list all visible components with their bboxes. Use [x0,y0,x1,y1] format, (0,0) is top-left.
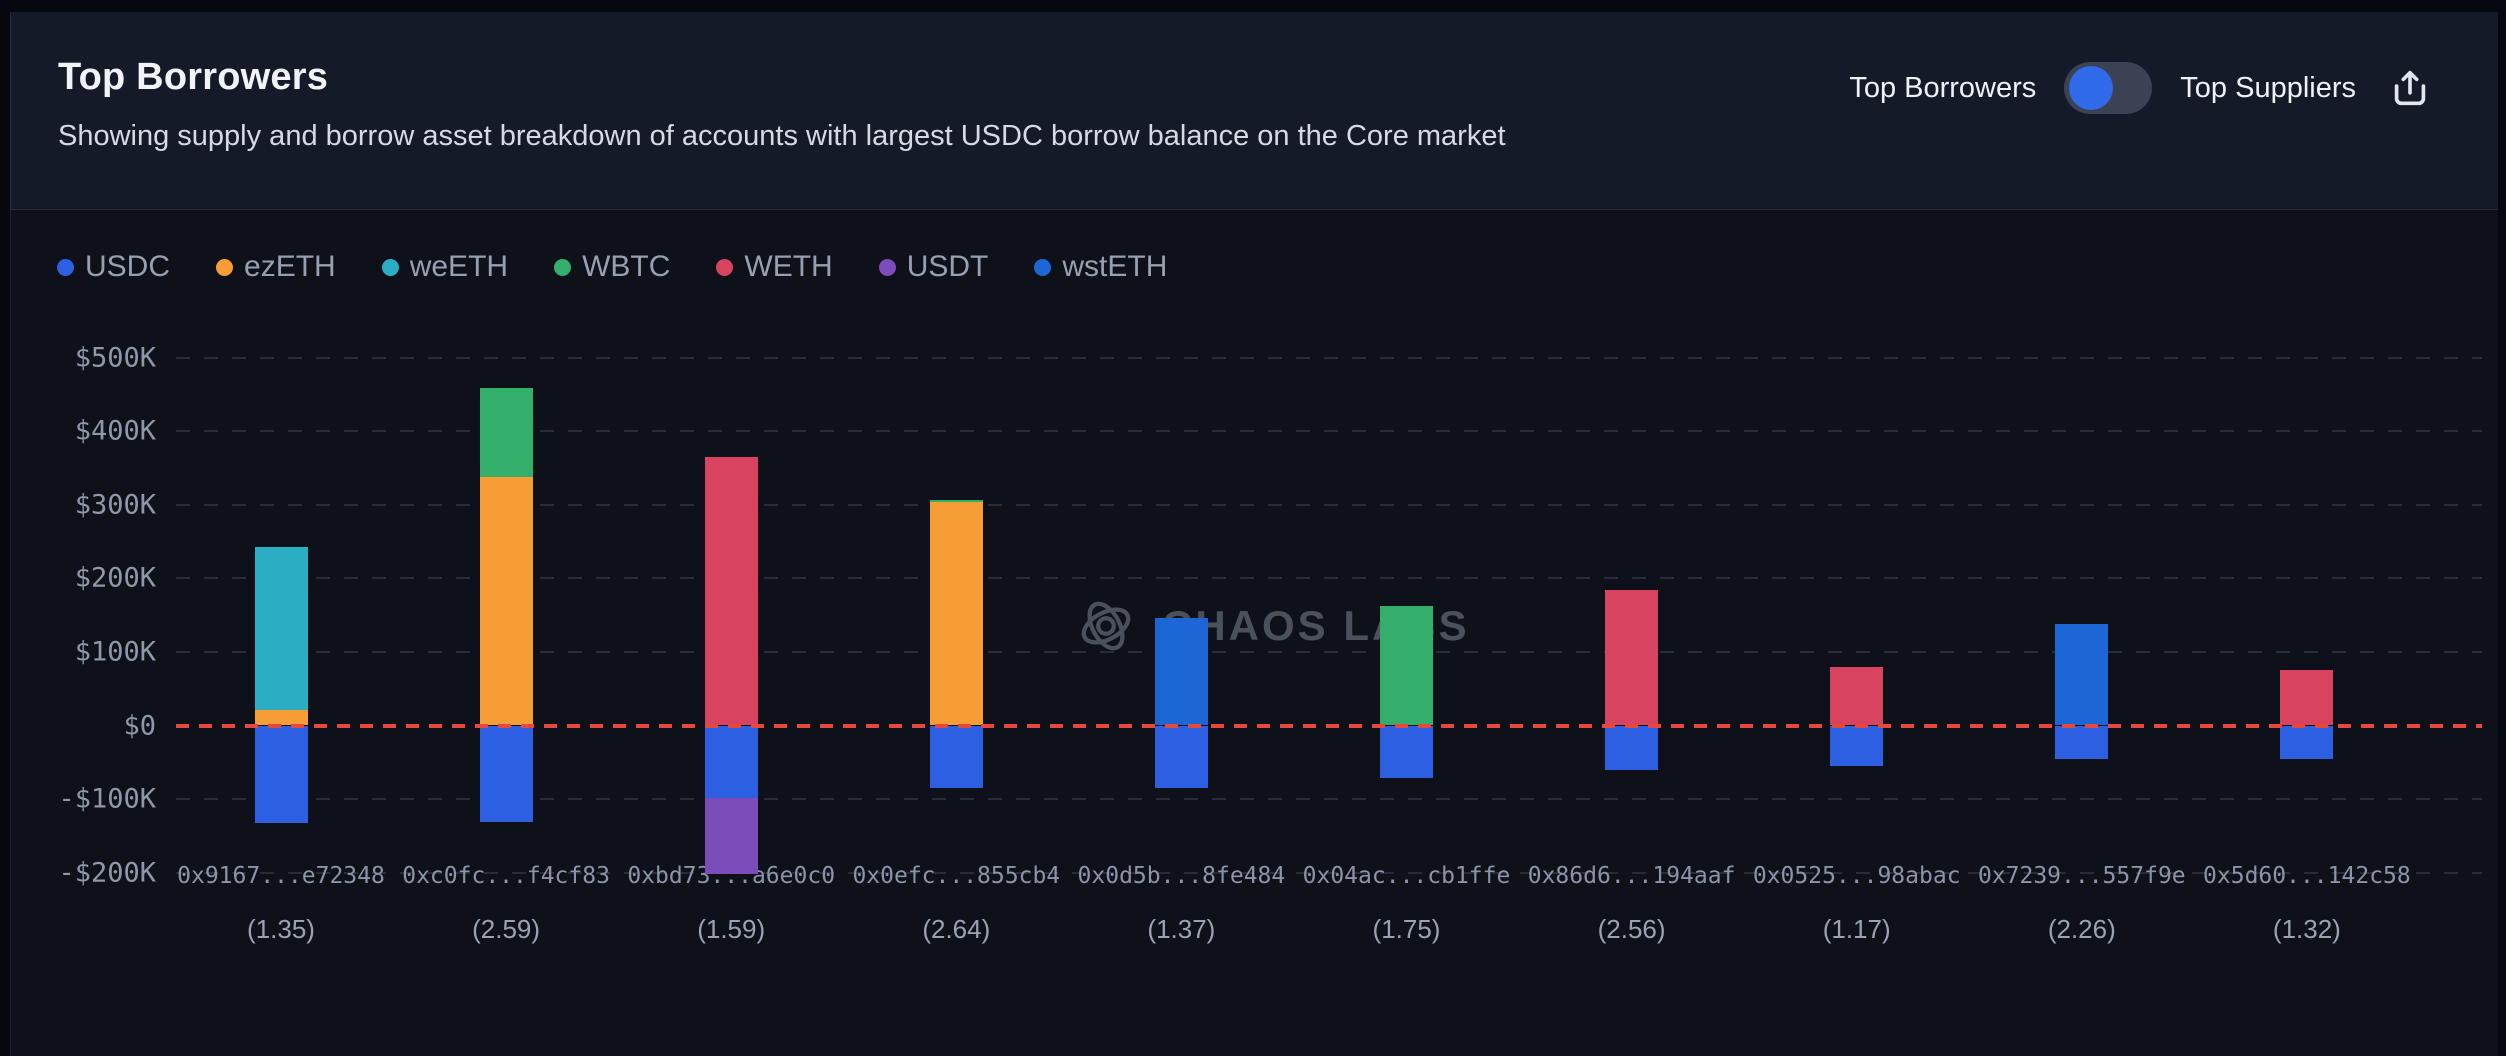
legend-label: WBTC [582,250,671,283]
account-address-label: 0xc0fc...f4cf83 [402,862,610,889]
account-address-label: 0x5d60...142c58 [2203,862,2411,889]
gridline-200K [176,577,2482,580]
y-axis-tick: -$200K [58,857,156,889]
account-address-label: 0x0525...98abac [1752,862,1961,889]
share-export-icon [2394,70,2426,106]
account-address-label: 0x0d5b...8fe484 [1077,862,1286,889]
bar-segment-ezeth-0xc0fc[interactable] [479,477,533,726]
gridline-400K [176,430,2482,433]
y-axis-tick: $400K [74,415,156,447]
bar-segment-usdc-0x9167[interactable] [254,725,308,824]
health-factor-label: (1.17) [1822,913,1891,944]
bar-segment-ezeth-0x9167[interactable] [254,710,308,726]
bar-segment-wbtc-0x0efc[interactable] [929,499,983,502]
gridline--100K [176,798,2482,801]
legend-dot-weeth [381,258,399,276]
bar-segment-weth-0xbd73[interactable] [704,456,758,726]
bar-segment-weth-0x5d60[interactable] [2280,670,2334,726]
account-address-label: 0x9167...e72348 [177,862,385,889]
bar-segment-wsteth-0x7239[interactable] [2055,623,2109,726]
account-address-label: 0x7239...557f9e [1977,862,2186,889]
health-factor-label: (1.37) [1147,913,1216,944]
bar-segment-usdc-0xc0fc[interactable] [479,725,533,822]
y-axis-tick: $500K [74,342,156,373]
bar-segment-wbtc-0xc0fc[interactable] [479,387,533,478]
legend-dot-usdc [57,258,74,276]
legend-item-ezeth[interactable]: ezETH [216,250,336,284]
health-factor-label: (2.59) [472,913,541,944]
health-factor-label: (2.26) [2047,913,2116,944]
bar-segment-usdc-0x04ac[interactable] [1380,725,1433,778]
legend-label: USDT [906,250,989,283]
zero-line [176,723,2482,728]
legend-label: WETH [744,250,833,283]
gridline-300K [176,503,2482,506]
page-title: Top Borrowers [58,56,329,98]
share-button[interactable] [2384,62,2436,114]
account-address-label: 0x86d6...194aaf [1527,862,1736,889]
legend-label: ezETH [244,250,336,283]
y-axis-tick: -$100K [58,783,156,815]
health-factor-label: (2.56) [1597,913,1666,944]
page-subtitle: Showing supply and borrow asset breakdow… [58,120,1506,152]
health-factor-label: (1.75) [1372,913,1441,944]
legend-dot-wbtc [554,258,572,276]
y-axis-tick: $0 [123,710,156,741]
bar-segment-weth-0x0525[interactable] [1830,666,1884,726]
y-axis-tick: $200K [74,562,156,594]
legend-item-weth[interactable]: WETH [716,250,833,284]
legend-dot-ezeth [216,258,234,276]
legend-item-wbtc[interactable]: WBTC [554,250,670,284]
toggle-right-label[interactable]: Top Suppliers [2180,71,2356,104]
bar-segment-usdc-0x7239[interactable] [2055,725,2109,760]
bar-segment-wsteth-0x0d5b[interactable] [1154,618,1208,726]
toggle-knob [2069,66,2114,110]
borrowers-suppliers-toggle[interactable] [2064,62,2153,114]
legend-dot-usdt [878,258,896,276]
legend-item-usdt[interactable]: USDT [878,250,989,284]
bar-segment-usdt-0xbd73[interactable] [704,798,758,875]
chaos-labs-logo-icon [1081,601,1131,651]
health-factor-label: (2.64) [922,913,991,944]
legend-dot-wsteth [1034,258,1052,276]
legend-dot-weth [716,258,734,276]
bar-segment-usdc-0xbd73[interactable] [704,725,758,799]
bar-segment-usdc-0x5d60[interactable] [2280,725,2334,759]
bar-segment-wbtc-0x04ac[interactable] [1380,606,1433,726]
health-factor-label: (1.32) [2272,913,2341,944]
view-switcher: Top Borrowers Top Suppliers [1849,62,2436,114]
legend-item-wsteth[interactable]: wstETH [1034,250,1167,284]
legend-label: weETH [409,250,509,283]
toggle-left-label[interactable]: Top Borrowers [1849,71,2037,104]
legend-label: USDC [85,250,171,283]
bar-segment-weeth-0x9167[interactable] [254,546,308,711]
gridline--200K [176,871,2482,874]
bar-segment-weth-0x86d6[interactable] [1605,590,1659,726]
health-factor-label: (1.35) [247,913,315,944]
y-axis-tick: $100K [74,636,156,668]
legend-label: wstETH [1062,250,1168,283]
bar-segment-usdc-0x86d6[interactable] [1605,725,1659,770]
account-address-label: 0x04ac...cb1ffe [1302,862,1511,889]
gridline-500K [176,356,2482,359]
legend: USDC ezETH weETH WBTC WETH USDT wstETH [57,250,1167,284]
legend-item-weeth[interactable]: weETH [381,250,509,284]
bar-segment-usdc-0x0d5b[interactable] [1154,725,1208,789]
bar-segment-ezeth-0x0efc[interactable] [929,501,983,726]
health-factor-label: (1.59) [697,913,766,944]
gridline-100K [176,650,2482,653]
account-address-label: 0x0efc...855cb4 [852,862,1061,889]
legend-item-usdc[interactable]: USDC [57,250,170,284]
y-axis-tick: $300K [74,489,156,521]
bar-segment-usdc-0x0525[interactable] [1830,725,1884,766]
bar-segment-usdc-0x0efc[interactable] [929,725,983,789]
